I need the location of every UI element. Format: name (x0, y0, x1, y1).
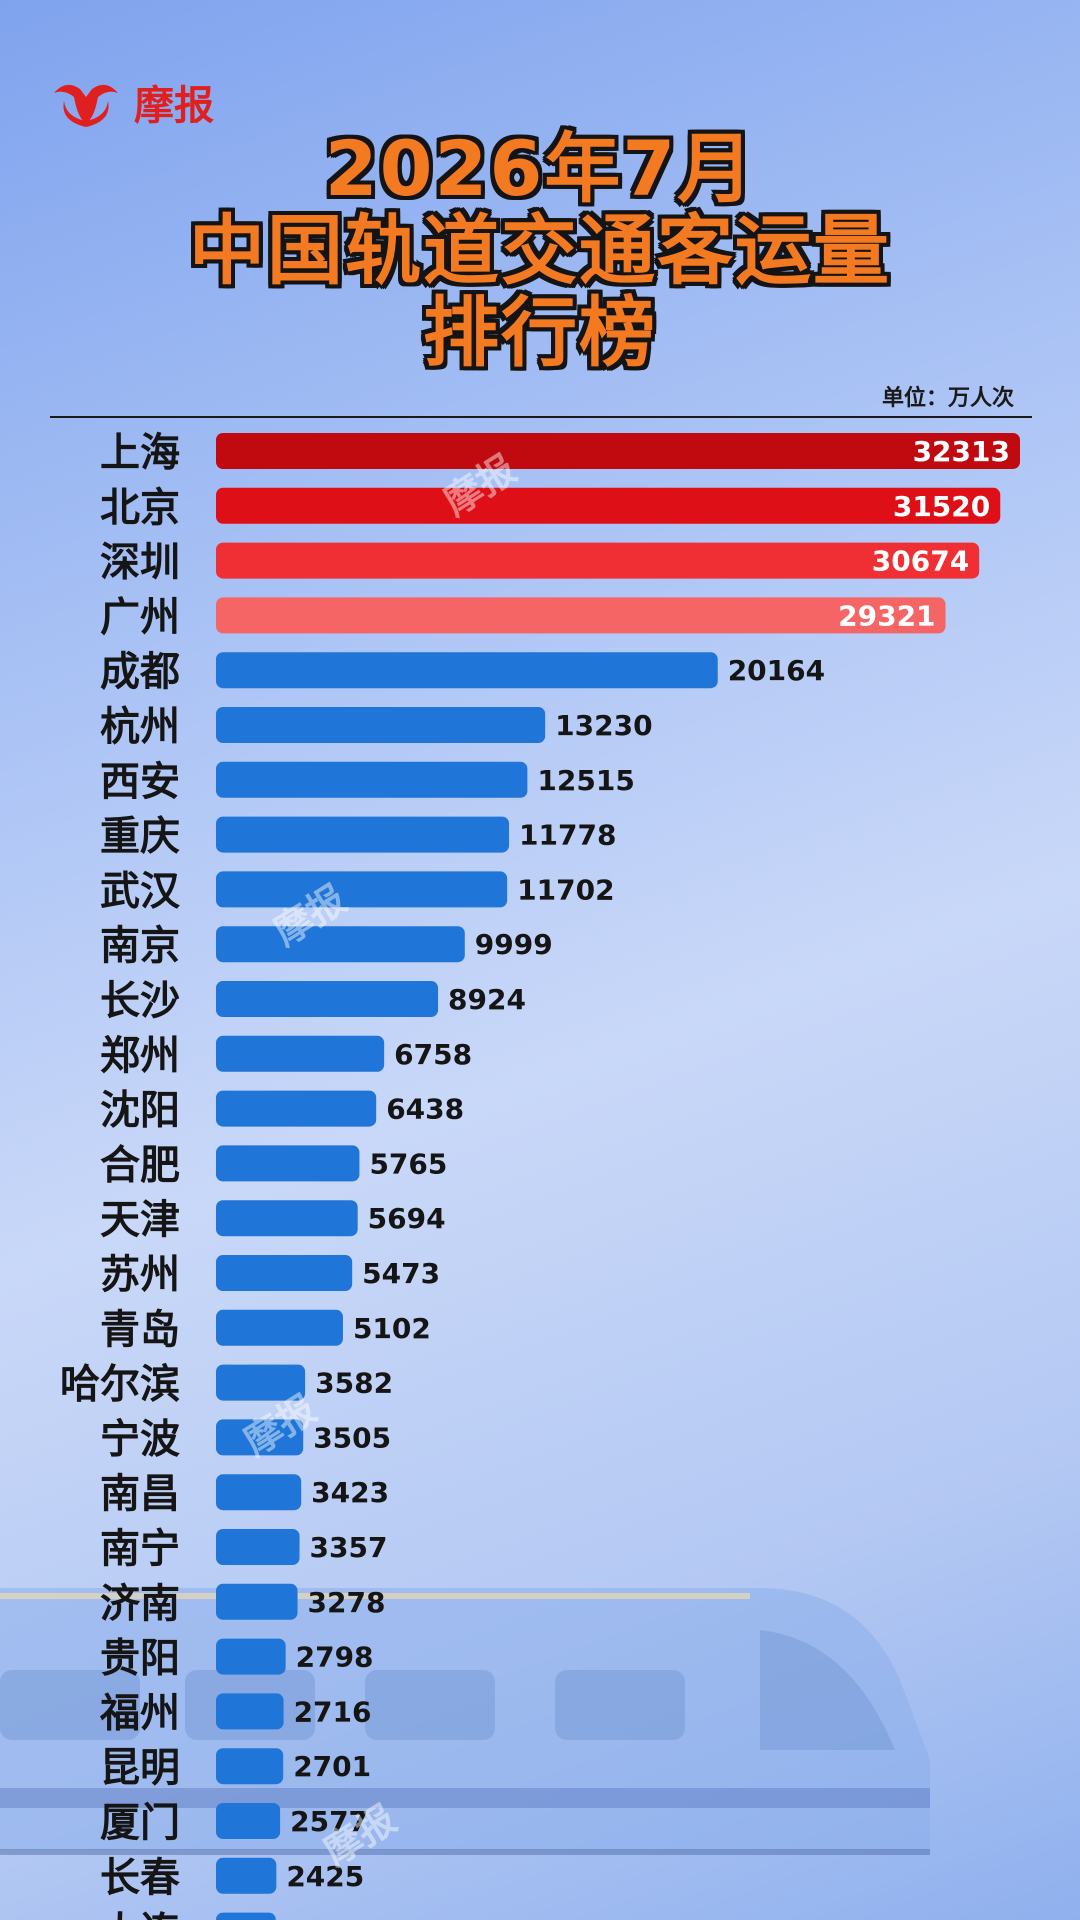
category-label: 成都 (100, 649, 180, 695)
value-label: 5102 (353, 1312, 431, 1345)
category-label: 沈阳 (100, 1088, 180, 1134)
value-label: 2798 (296, 1641, 374, 1674)
bar (216, 542, 980, 579)
value-label: 8924 (448, 983, 526, 1016)
bar (216, 1035, 385, 1072)
bar (216, 433, 1020, 469)
category-label: 贵阳 (100, 1636, 180, 1682)
category-label: 昆明 (100, 1745, 180, 1791)
bar (216, 1912, 276, 1920)
value-label: 29321 (838, 599, 935, 632)
category-label: 郑州 (100, 1033, 180, 1079)
page-title: 2026年7月 中国轨道交通客运量 排行榜 (0, 128, 1080, 374)
header-divider (50, 416, 1032, 418)
bar (216, 1090, 377, 1127)
bar (216, 871, 508, 908)
category-label: 深圳 (100, 540, 180, 586)
category-label: 济南 (100, 1581, 180, 1627)
category-label: 重庆 (100, 814, 180, 860)
value-label: 3423 (311, 1476, 389, 1509)
value-label: 2425 (286, 1860, 364, 1893)
bar (216, 1857, 277, 1894)
value-label: 13230 (555, 709, 652, 742)
value-label: 3278 (308, 1586, 386, 1619)
value-label: 2716 (294, 1695, 372, 1728)
bar (216, 981, 439, 1017)
bar (216, 816, 510, 853)
category-label: 北京 (100, 485, 180, 531)
value-label: 3582 (315, 1367, 393, 1400)
value-label: 2701 (293, 1750, 371, 1783)
value-label: 6438 (386, 1093, 464, 1126)
category-label: 南京 (100, 923, 180, 969)
bar (216, 1693, 284, 1730)
category-label: 武汉 (100, 868, 181, 914)
value-label: 31520 (893, 490, 990, 523)
bar (216, 926, 465, 963)
category-label: 天津 (100, 1197, 180, 1243)
category-label: 长沙 (100, 978, 180, 1024)
bar (216, 1364, 306, 1401)
category-label: 上海 (100, 430, 180, 476)
bar (216, 1638, 286, 1675)
bar (216, 1748, 284, 1785)
bar (216, 1255, 353, 1291)
value-label: 12515 (537, 764, 634, 797)
value-label: 30674 (872, 545, 969, 578)
category-label: 福州 (99, 1690, 180, 1736)
value-label: 5694 (368, 1202, 446, 1235)
bar (216, 1419, 304, 1456)
title-line-main: 中国轨道交通客运量 (189, 206, 891, 295)
value-label: 32313 (913, 435, 1010, 468)
value-label: 20164 (728, 654, 825, 687)
bar (216, 1200, 358, 1237)
title-line-sub: 排行榜 (423, 288, 657, 377)
category-label: 苏州 (100, 1252, 180, 1298)
brand-mark-icon (54, 84, 118, 127)
unit-label: 单位：万人次 (881, 386, 1014, 411)
bar (216, 487, 1001, 524)
category-label: 西安 (100, 759, 180, 805)
category-label: 广州 (100, 594, 180, 640)
bar (216, 1145, 360, 1182)
category-label: 大连 (100, 1910, 181, 1920)
bar (216, 652, 718, 689)
brand-logo: 摩报 (46, 72, 214, 132)
value-label: 5473 (362, 1257, 440, 1290)
brand-name: 摩报 (134, 83, 214, 129)
value-label: 9999 (475, 928, 553, 961)
value-label: 6758 (394, 1038, 472, 1071)
bar (216, 1529, 300, 1565)
category-label: 杭州 (100, 704, 180, 750)
value-label: 3357 (310, 1531, 388, 1564)
bar (216, 597, 946, 634)
value-label: 3505 (313, 1421, 391, 1454)
category-label: 哈尔滨 (60, 1362, 180, 1408)
value-label: 11702 (517, 873, 614, 906)
value-label: 2577 (290, 1805, 368, 1838)
value-label: 2403 (286, 1915, 364, 1920)
bars-layer: 上海 32313 北京 31520 深圳 30674 广州 29321 成都 20164 杭州 132… (60, 430, 1020, 1920)
title-line-date: 2026年7月 (324, 124, 756, 213)
bar (216, 1309, 343, 1346)
category-label: 南宁 (100, 1526, 180, 1572)
category-label: 宁波 (100, 1416, 180, 1462)
category-label: 厦门 (100, 1800, 180, 1846)
category-label: 南昌 (100, 1471, 180, 1517)
bar (216, 761, 528, 798)
category-label: 合肥 (100, 1142, 180, 1188)
category-label: 青岛 (100, 1307, 180, 1353)
bar (216, 1474, 302, 1511)
value-label: 5765 (369, 1147, 447, 1180)
category-label: 长春 (100, 1855, 180, 1901)
value-label: 11778 (519, 819, 616, 852)
bar (216, 1803, 281, 1839)
bar (216, 1583, 298, 1620)
bar (216, 707, 546, 743)
